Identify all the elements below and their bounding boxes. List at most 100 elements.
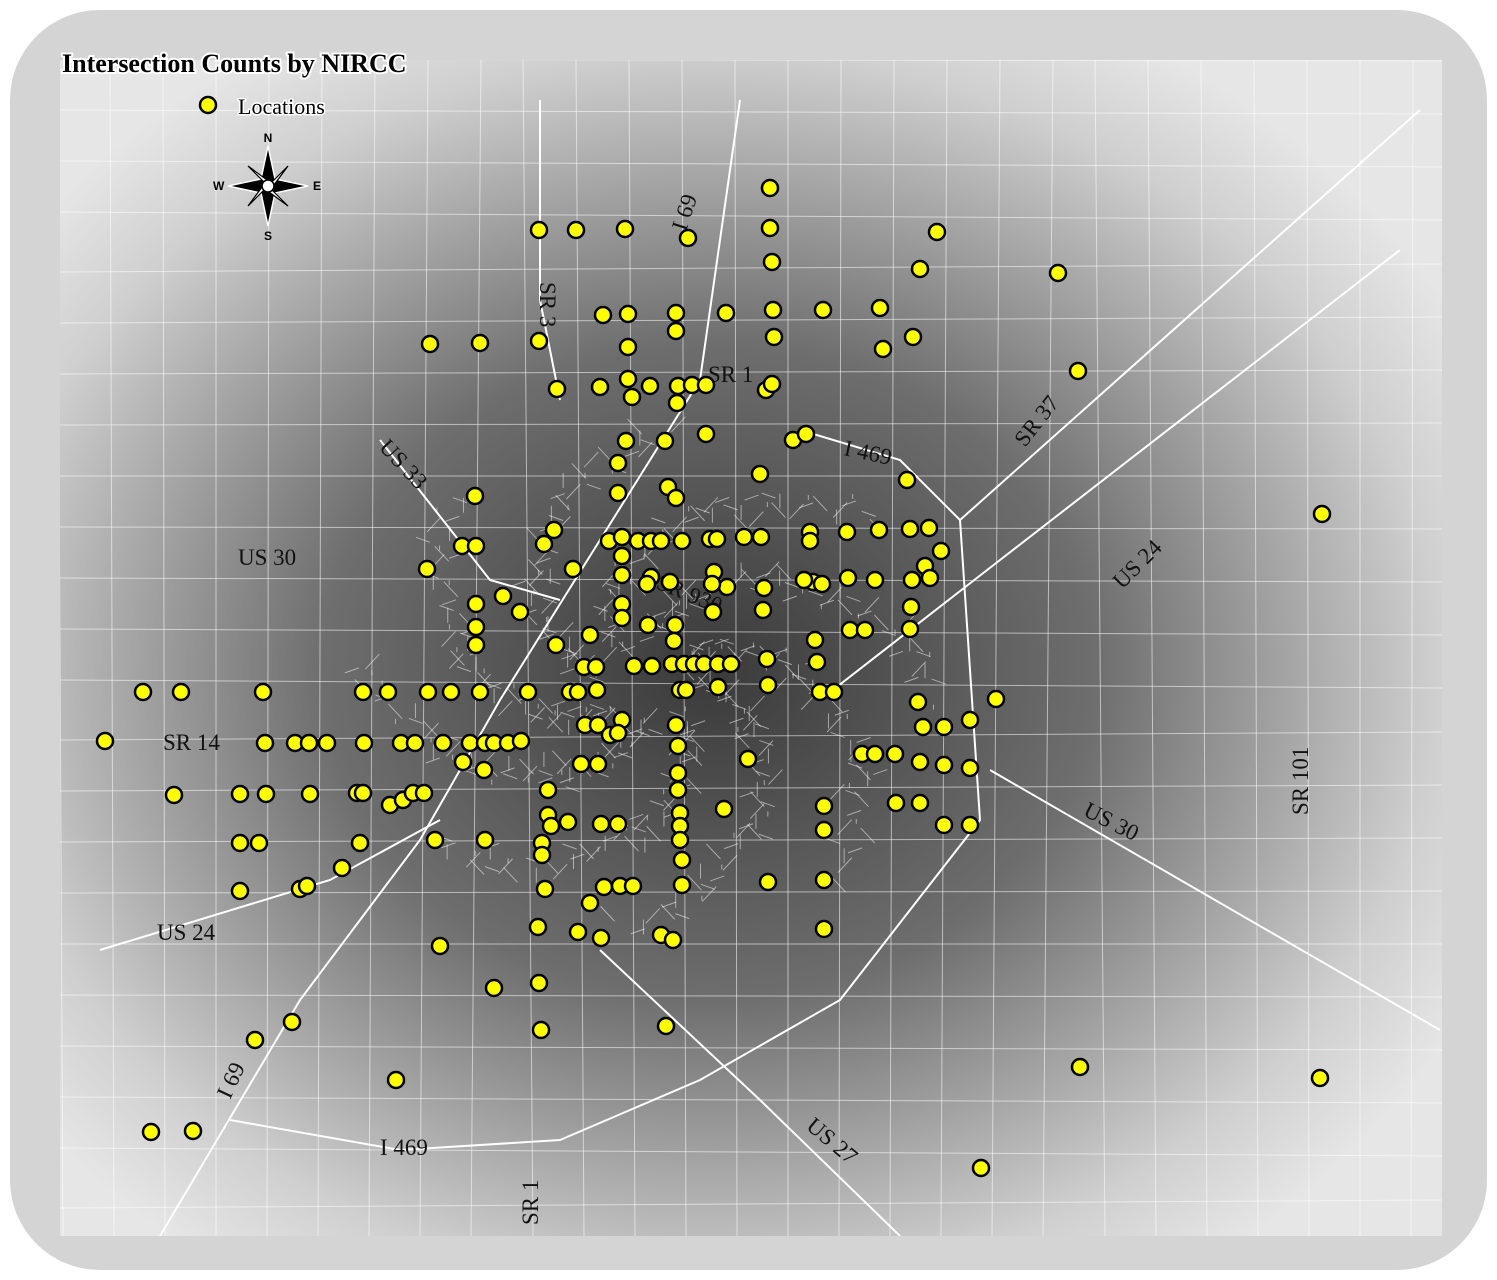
- road-label: I 469: [380, 1135, 428, 1160]
- road: [601, 626, 617, 643]
- map-area: [60, 60, 1442, 1236]
- road: [881, 630, 896, 637]
- location-point: [594, 877, 614, 897]
- road: [445, 515, 460, 522]
- road: [646, 825, 661, 842]
- road: [798, 502, 813, 509]
- road: [826, 716, 842, 733]
- location-point: [433, 733, 453, 753]
- road: [740, 568, 756, 585]
- location-point: [703, 602, 723, 622]
- road: [530, 707, 546, 723]
- road: [684, 516, 699, 523]
- road: [60, 994, 1442, 998]
- road: [648, 728, 663, 735]
- location-point: [696, 375, 716, 395]
- location-point: [670, 830, 690, 850]
- location-point: [164, 785, 184, 805]
- location-point: [566, 220, 586, 240]
- location-point: [420, 334, 440, 354]
- road: [758, 740, 774, 756]
- road: [750, 791, 765, 807]
- location-point: [531, 1020, 551, 1040]
- road: [408, 717, 423, 724]
- location-point: [672, 531, 692, 551]
- road: [365, 653, 380, 670]
- road: [434, 545, 450, 562]
- location-point: [919, 518, 939, 538]
- location-point: [758, 675, 778, 695]
- road: [452, 497, 468, 504]
- road: [546, 578, 561, 585]
- road: [672, 516, 688, 533]
- road: [837, 857, 853, 873]
- location-point: [838, 568, 858, 588]
- road: [831, 876, 846, 893]
- road: [904, 676, 919, 683]
- road: [500, 767, 515, 774]
- legend-symbol: [198, 95, 218, 115]
- road: [441, 631, 456, 647]
- location-point: [580, 893, 600, 913]
- road: [679, 736, 694, 743]
- road: [714, 638, 729, 645]
- road: [651, 611, 666, 618]
- location-point: [664, 631, 684, 651]
- location-point: [757, 649, 777, 669]
- highway: [99, 819, 441, 951]
- road: [510, 580, 526, 587]
- location-point: [171, 682, 191, 702]
- road: [639, 635, 655, 642]
- road: [714, 497, 730, 503]
- location-point: [529, 331, 549, 351]
- location-point: [256, 784, 276, 804]
- road: [344, 667, 360, 674]
- location-point: [702, 574, 722, 594]
- road: [847, 809, 862, 816]
- road: [703, 496, 719, 513]
- road: [570, 853, 585, 860]
- road: [706, 843, 721, 860]
- location-point: [1048, 263, 1068, 283]
- location-point: [794, 570, 814, 590]
- location-point: [873, 339, 893, 359]
- location-point: [668, 736, 688, 756]
- road: [60, 1147, 1442, 1157]
- location-point: [762, 374, 782, 394]
- location-point: [927, 222, 947, 242]
- location-point: [282, 1012, 302, 1032]
- location-point: [901, 597, 921, 617]
- location-point: [586, 657, 606, 677]
- location-point: [708, 677, 728, 697]
- location-point: [593, 305, 613, 325]
- location-point: [796, 424, 816, 444]
- road: [1410, 60, 1414, 1236]
- location-point: [814, 820, 834, 840]
- road: [669, 711, 684, 718]
- road: [405, 60, 1442, 62]
- location-point: [528, 917, 548, 937]
- location-point: [672, 875, 692, 895]
- location-point: [493, 586, 513, 606]
- road: [620, 645, 636, 652]
- road: [60, 211, 1442, 221]
- location-point: [608, 483, 628, 503]
- road: [484, 866, 500, 873]
- road: [830, 731, 845, 738]
- road: [631, 826, 646, 833]
- location-point: [249, 833, 269, 853]
- location-point: [532, 845, 552, 865]
- road: [60, 422, 1442, 426]
- location-point: [587, 680, 607, 700]
- road: [575, 60, 585, 1236]
- location-point: [754, 578, 774, 598]
- road: [931, 678, 946, 685]
- road: [649, 800, 665, 807]
- location-point: [1068, 361, 1088, 381]
- road: [860, 827, 876, 844]
- road: [776, 563, 791, 580]
- location-point: [571, 754, 591, 774]
- road: [873, 769, 888, 776]
- road: [782, 595, 797, 602]
- road: [556, 758, 572, 775]
